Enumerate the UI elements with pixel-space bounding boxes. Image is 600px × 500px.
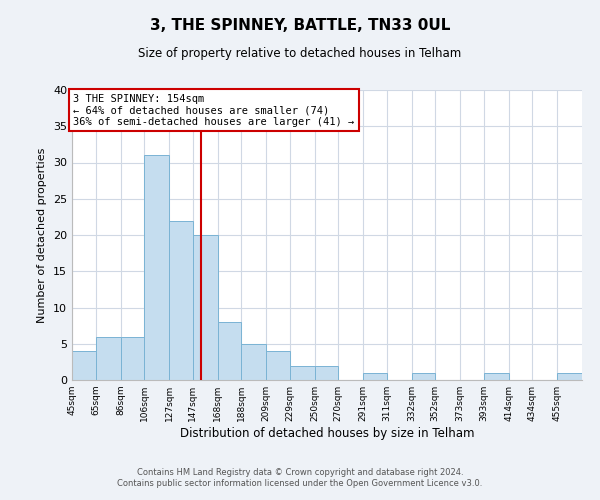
Bar	[121, 336, 144, 380]
Bar	[266, 351, 290, 380]
Bar	[363, 373, 387, 380]
Bar	[557, 373, 582, 380]
Bar	[193, 235, 218, 380]
Bar	[484, 373, 509, 380]
Bar	[218, 322, 241, 380]
Text: Contains HM Land Registry data © Crown copyright and database right 2024.
Contai: Contains HM Land Registry data © Crown c…	[118, 468, 482, 487]
Text: 3, THE SPINNEY, BATTLE, TN33 0UL: 3, THE SPINNEY, BATTLE, TN33 0UL	[150, 18, 450, 32]
Bar	[144, 155, 169, 380]
Bar	[314, 366, 338, 380]
Bar	[241, 344, 266, 380]
Bar	[290, 366, 314, 380]
Bar	[72, 351, 95, 380]
Y-axis label: Number of detached properties: Number of detached properties	[37, 148, 47, 322]
Bar	[95, 336, 121, 380]
Text: Size of property relative to detached houses in Telham: Size of property relative to detached ho…	[139, 48, 461, 60]
Text: 3 THE SPINNEY: 154sqm
← 64% of detached houses are smaller (74)
36% of semi-deta: 3 THE SPINNEY: 154sqm ← 64% of detached …	[73, 94, 355, 127]
X-axis label: Distribution of detached houses by size in Telham: Distribution of detached houses by size …	[180, 427, 474, 440]
Bar	[412, 373, 435, 380]
Bar	[169, 220, 193, 380]
